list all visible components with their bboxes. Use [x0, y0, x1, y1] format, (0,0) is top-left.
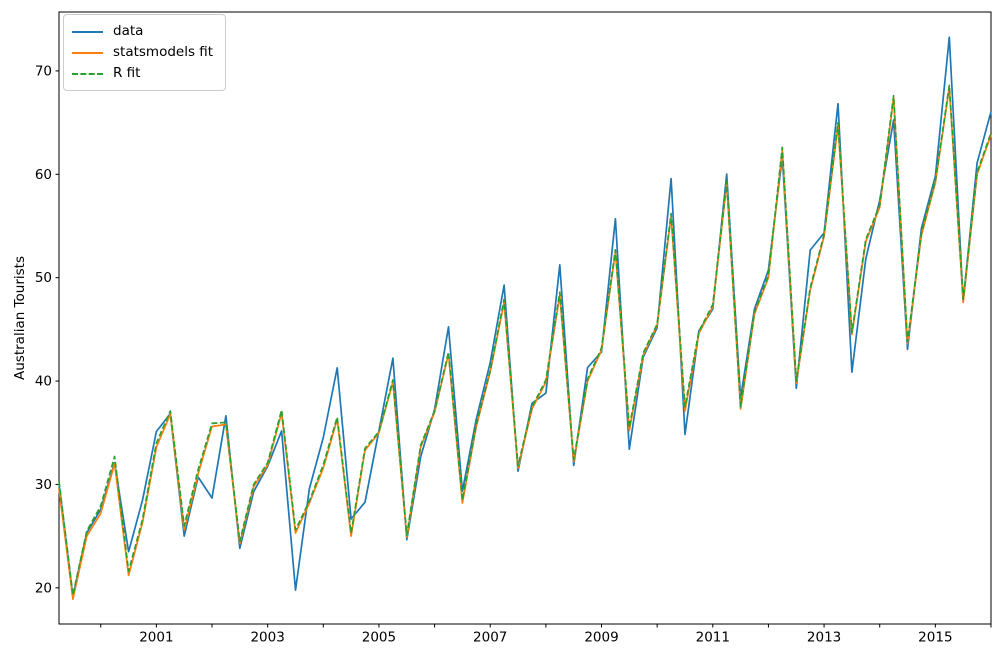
y-axis-label: Australian Tourists	[12, 256, 28, 380]
y-tick-label: 20	[35, 580, 52, 596]
x-tick-label: 2003	[250, 630, 284, 646]
legend-label: data	[113, 23, 144, 39]
legend-item: R fit	[72, 63, 213, 84]
y-tick-label: 30	[35, 477, 52, 493]
x-tick-label: 2009	[584, 630, 618, 646]
legend: data statsmodels fit R fit	[63, 14, 227, 91]
x-tick-label: 2013	[807, 630, 841, 646]
legend-line-swatch-solid	[72, 30, 103, 33]
y-tick-label: 40	[35, 374, 52, 390]
legend-label: statsmodels fit	[113, 44, 214, 60]
legend-item: statsmodels fit	[72, 42, 213, 63]
y-tick-label: 70	[35, 63, 52, 79]
plot-border	[58, 11, 992, 625]
x-tick-label: 2001	[139, 630, 173, 646]
legend-line-swatch-solid	[72, 51, 103, 54]
legend-label: R fit	[113, 65, 141, 81]
y-tick-label: 60	[35, 167, 52, 183]
legend-line-swatch-dashed	[72, 72, 103, 75]
x-tick-label: 2007	[473, 630, 507, 646]
legend-item: data	[72, 21, 213, 42]
x-tick-label: 2015	[918, 630, 952, 646]
y-tick-label: 50	[35, 270, 52, 286]
series-line-R-fit	[58, 84, 992, 596]
x-tick-label: 2011	[696, 630, 730, 646]
x-tick-label: 2005	[362, 630, 396, 646]
